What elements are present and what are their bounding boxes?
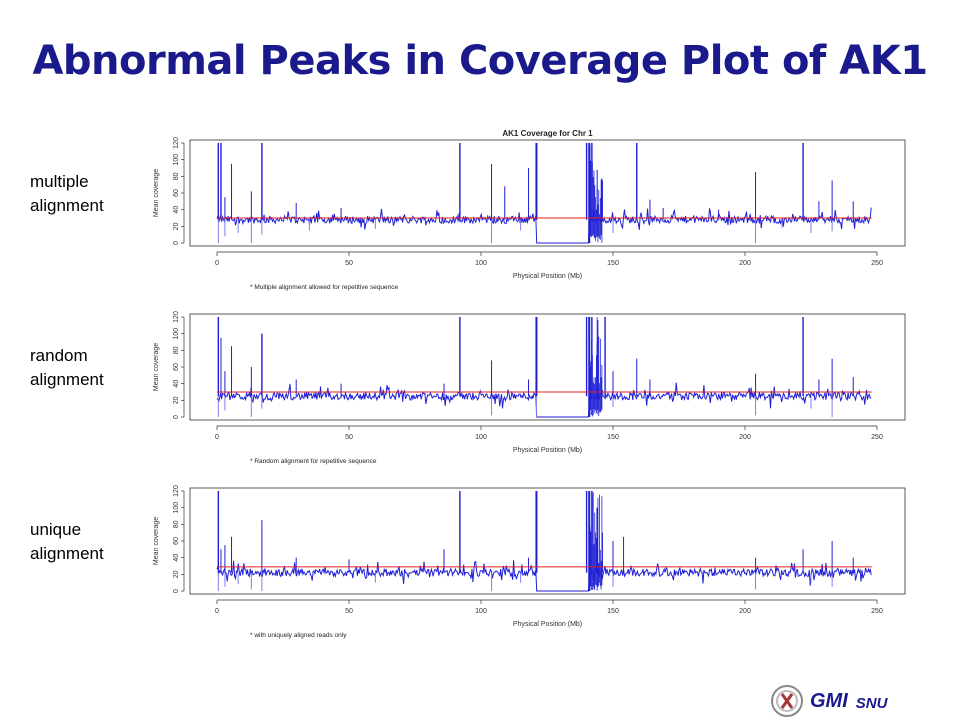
x-tick-label: 50 <box>345 434 353 441</box>
x-tick-label: 100 <box>475 260 487 267</box>
x-tick-label: 250 <box>871 608 883 615</box>
coverage-series <box>216 317 872 418</box>
y-tick-label: 20 <box>173 570 180 578</box>
y-axis-label: Mean coverage <box>153 517 160 565</box>
side-label-random: random alignment <box>30 344 104 392</box>
plot-frame <box>189 313 906 421</box>
x-tick-label: 100 <box>475 608 487 615</box>
side-label-unique: unique alignment <box>30 518 104 566</box>
x-tick-label: 150 <box>607 608 619 615</box>
side-label-line: random <box>30 346 88 365</box>
y-tick-label: 100 <box>173 328 180 340</box>
y-tick-label: 80 <box>173 172 180 180</box>
side-label-line: alignment <box>30 196 104 215</box>
y-tick-label: 60 <box>173 363 180 371</box>
chart-note: * Random alignment for repetitive sequen… <box>250 458 377 465</box>
side-label-line: multiple <box>30 172 89 191</box>
side-label-line: unique <box>30 520 82 539</box>
x-tick-label: 0 <box>215 608 219 615</box>
x-tick-label: 150 <box>607 260 619 267</box>
x-tick-label: 0 <box>215 434 219 441</box>
y-axis-label: Mean coverage <box>153 343 160 391</box>
footer-logo: GMI SNU <box>770 684 887 718</box>
plot-frame <box>189 139 906 247</box>
y-tick-label: 80 <box>173 346 180 354</box>
x-tick-label: 200 <box>739 434 751 441</box>
slide-title: Abnormal Peaks in Coverage Plot of AK1 <box>32 38 928 84</box>
y-tick-label: 120 <box>173 311 180 323</box>
x-tick-label: 50 <box>345 608 353 615</box>
coverage-chart-multiple: AK1 Coverage for Chr 1 0 20 40 60 80 100 120 Mea… <box>153 129 906 291</box>
coverage-line <box>216 382 872 418</box>
y-tick-label: 0 <box>173 589 180 593</box>
x-tick-label: 200 <box>739 608 751 615</box>
logo-sub: SNU <box>855 694 888 712</box>
chart-title: AK1 Coverage for Chr 1 <box>502 129 593 138</box>
x-tick-label: 0 <box>215 260 219 267</box>
logo-text: GMI <box>810 689 848 712</box>
side-label-line: alignment <box>30 544 104 563</box>
plot-frame <box>189 487 906 595</box>
chart-note: * Multiple alignment allowed for repetit… <box>250 284 399 291</box>
y-tick-label: 100 <box>173 502 180 514</box>
x-tick-label: 50 <box>345 260 353 267</box>
x-axis-label: Physical Position (Mb) <box>513 621 582 628</box>
coverage-series <box>216 491 872 592</box>
y-tick-label: 80 <box>173 520 180 528</box>
y-tick-label: 60 <box>173 189 180 197</box>
y-tick-label: 40 <box>173 206 180 214</box>
x-tick-label: 200 <box>739 260 751 267</box>
y-tick-label: 120 <box>173 485 180 497</box>
coverage-chart-unique: 0 20 40 60 80 100 120 Mean coverage 0 50 100 150 200… <box>153 485 906 639</box>
y-tick-label: 60 <box>173 537 180 545</box>
x-axis-label: Physical Position (Mb) <box>513 447 582 454</box>
y-tick-label: 40 <box>173 380 180 388</box>
coverage-line <box>216 560 872 592</box>
x-tick-label: 250 <box>871 260 883 267</box>
y-tick-label: 20 <box>173 222 180 230</box>
x-axis-label: Physical Position (Mb) <box>513 273 582 280</box>
chart-note: * with uniquely aligned reads only <box>250 632 347 639</box>
y-tick-label: 120 <box>173 137 180 149</box>
x-tick-label: 250 <box>871 434 883 441</box>
y-tick-label: 20 <box>173 396 180 404</box>
coverage-series <box>216 143 872 244</box>
coverage-line <box>216 207 872 244</box>
y-tick-label: 0 <box>173 415 180 419</box>
x-tick-label: 100 <box>475 434 487 441</box>
y-tick-label: 100 <box>173 154 180 166</box>
y-tick-label: 0 <box>173 241 180 245</box>
side-label-line: alignment <box>30 370 104 389</box>
y-axis-label: Mean coverage <box>153 169 160 217</box>
gmi-emblem-icon <box>771 685 803 717</box>
x-tick-label: 150 <box>607 434 619 441</box>
coverage-chart-random: 0 20 40 60 80 100 120 Mean coverage 0 50 100 150 200… <box>153 311 906 465</box>
y-tick-label: 40 <box>173 554 180 562</box>
side-label-multiple: multiple alignment <box>30 170 104 218</box>
